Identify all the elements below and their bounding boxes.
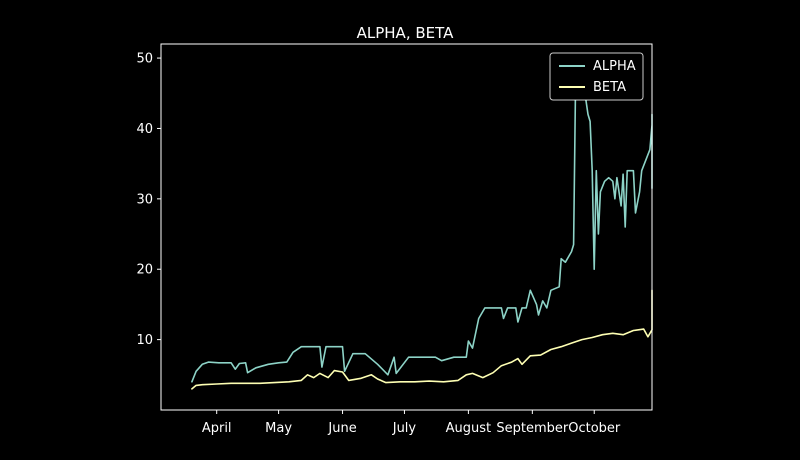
y-tick-label: 10	[136, 333, 153, 348]
x-tick-label: July	[392, 421, 417, 436]
x-tick-label: October	[568, 421, 621, 436]
legend-box	[549, 52, 644, 101]
series-line-beta	[191, 289, 653, 390]
y-tick-label: 20	[136, 263, 153, 278]
y-tick-label: 40	[136, 122, 153, 137]
x-axis: April May June July August September October	[202, 410, 621, 436]
x-tick-label: June	[327, 421, 356, 436]
y-axis: 10 20 30 40 50	[136, 52, 161, 348]
plot-frame	[160, 43, 653, 411]
series-layer	[191, 64, 653, 390]
x-tick-label: May	[265, 421, 292, 436]
x-tick-label: April	[202, 421, 232, 436]
series-line-alpha	[191, 64, 653, 383]
legend-label-beta: BETA	[593, 80, 626, 95]
x-tick-label: August	[446, 421, 492, 436]
legend: ALPHA BETA	[549, 52, 644, 101]
y-tick-label: 30	[136, 192, 153, 207]
chart-title: ALPHA, BETA	[357, 24, 455, 42]
x-tick-label: September	[496, 421, 569, 436]
y-tick-label: 50	[136, 52, 153, 67]
legend-label-alpha: ALPHA	[593, 59, 636, 74]
